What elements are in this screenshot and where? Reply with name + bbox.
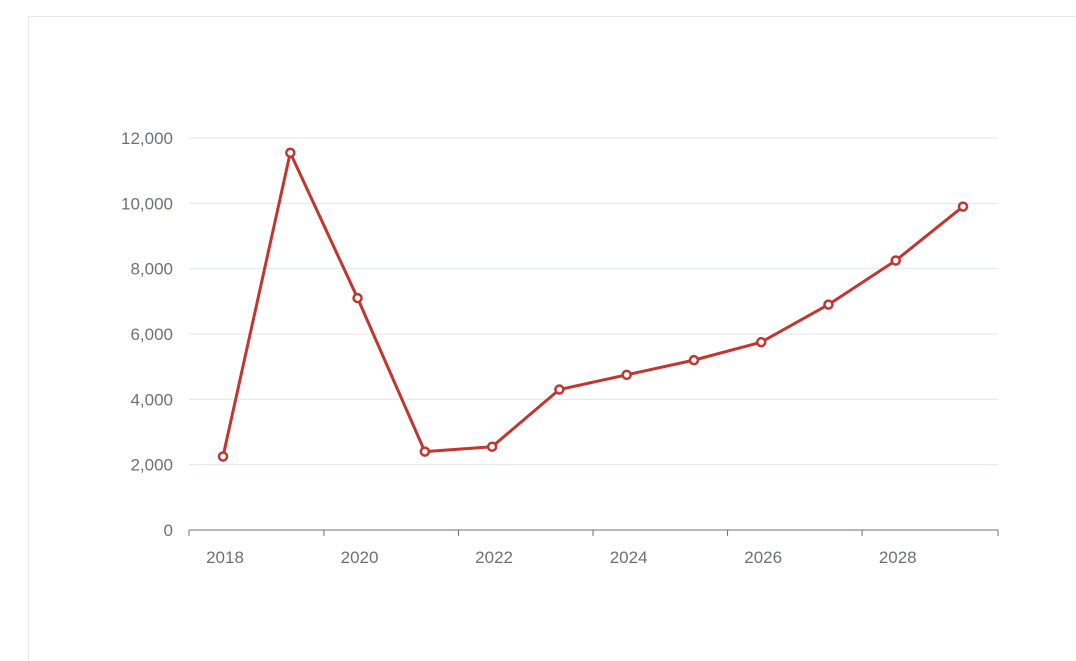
- gridlines: [189, 137, 998, 466]
- data-point: [554, 384, 565, 395]
- x-tick-label: 2026: [744, 548, 782, 567]
- data-point: [688, 354, 700, 366]
- series-group: [217, 147, 969, 462]
- x-tick-label: 2018: [206, 548, 244, 567]
- data-point: [486, 441, 498, 452]
- x-axis-tick-labels: 2018 2020 2022 2024 2026 2028: [206, 548, 917, 567]
- data-point: [957, 201, 969, 212]
- y-tick-label: 6,000: [130, 325, 173, 344]
- x-axis: [188, 529, 999, 536]
- data-point: [352, 292, 363, 304]
- y-tick-label: 4,000: [130, 390, 173, 409]
- y-tick-label: 12,000: [121, 129, 173, 148]
- y-tick-label: 8,000: [130, 260, 173, 279]
- y-tick-label: 10,000: [121, 194, 173, 213]
- data-point: [890, 255, 901, 266]
- data-point: [217, 451, 229, 462]
- x-tick-label: 2022: [475, 548, 513, 567]
- chart-panel: [28, 16, 1076, 661]
- data-point: [823, 299, 834, 310]
- data-point: [285, 147, 296, 158]
- y-tick-label: 0: [164, 521, 173, 540]
- series-line: [221, 151, 964, 457]
- y-tick-label: 2,000: [130, 456, 173, 475]
- data-point: [419, 446, 431, 457]
- data-point: [621, 369, 632, 381]
- x-tick-label: 2020: [341, 548, 379, 567]
- data-point: [755, 336, 767, 348]
- y-axis-tick-labels: 0 2,000 4,000 6,000 8,000 10,000 12,000: [121, 129, 173, 540]
- x-tick-label: 2028: [879, 548, 917, 567]
- x-tick-label: 2024: [610, 548, 648, 567]
